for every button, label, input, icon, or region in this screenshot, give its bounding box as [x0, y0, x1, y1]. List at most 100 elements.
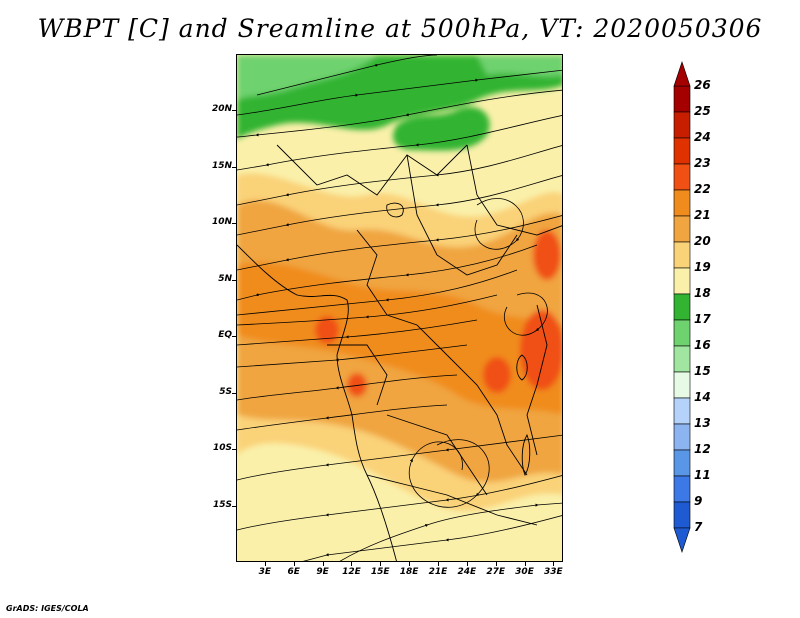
longitude-tick-label: 6E [287, 567, 300, 577]
colorbar-tick-label: 15 [694, 364, 711, 378]
longitude-tick-mark [553, 562, 555, 566]
streamline [237, 404, 448, 431]
colorbar-tick-label: 11 [694, 468, 711, 482]
streamline [237, 244, 538, 301]
colorbar-segment [673, 163, 691, 191]
colorbar-segment [673, 345, 691, 373]
wbpt-band-16-17-northeast [477, 55, 562, 77]
colorbar-segment [673, 449, 691, 477]
longitude-tick-mark [351, 562, 353, 566]
colorbar-tick-label: 7 [694, 520, 703, 534]
streamline [237, 89, 562, 138]
colorbar-tick-label: 22 [694, 182, 711, 196]
latitude-tick-mark [232, 336, 236, 338]
longitude-tick-mark [409, 562, 411, 566]
longitude-tick-mark [380, 562, 382, 566]
longitude-tick-mark [495, 562, 497, 566]
streamline [237, 215, 562, 271]
streamline [237, 175, 562, 236]
streamline [237, 115, 562, 171]
colorbar-segment [673, 397, 691, 425]
political-boundaries [237, 144, 562, 561]
streamline [237, 294, 498, 326]
border [406, 154, 518, 276]
streamline-vortex [504, 292, 548, 336]
streamline [339, 502, 562, 561]
longitude-tick-label: 9E [316, 567, 329, 577]
wbpt-hotspot-east-africa-north [533, 230, 561, 280]
colorbar-tick-label: 12 [694, 442, 711, 456]
colorbar-segment [673, 241, 691, 269]
colorbar-segment [673, 267, 691, 295]
colorbar-tick-label: 14 [694, 390, 711, 404]
latitude-tick-mark [232, 505, 236, 507]
colorbar-tick-label: 23 [694, 156, 711, 170]
longitude-tick-mark [437, 562, 439, 566]
longitude-tick-mark [524, 562, 526, 566]
wbpt-hotspot-coast [347, 373, 367, 397]
longitude-tick-mark [466, 562, 468, 566]
map-plot-area [236, 54, 563, 562]
latitude-tick-label: 10S [212, 443, 232, 454]
colorbar-tick-label: 16 [694, 338, 711, 352]
colorbar-segment [673, 293, 691, 321]
colorbar-segment [673, 423, 691, 451]
streamline [256, 55, 438, 96]
latitude-tick-mark [232, 166, 236, 168]
longitude-tick-label: 21E [428, 567, 448, 577]
colorbar-tick-label: 24 [694, 130, 711, 144]
colorbar-tick-label: 17 [694, 312, 711, 326]
latitude-tick-label: 15S [212, 499, 232, 510]
streamline [237, 319, 478, 346]
colorbar-tick-label: 18 [694, 286, 711, 300]
streamlines [237, 55, 562, 561]
longitude-tick-label: 3E [258, 567, 272, 577]
colorbar-tick-label: 26 [694, 78, 711, 92]
latitude-tick-label: 15N [211, 160, 232, 171]
latitude-tick-label: EQ [218, 330, 232, 341]
longitude-tick-label: 33E [544, 567, 563, 577]
border [276, 144, 468, 196]
colorbar-segment [673, 111, 691, 139]
streamline [237, 269, 518, 316]
longitude-tick-label: 27E [486, 567, 506, 577]
latitude-tick-mark [232, 449, 236, 451]
wbpt-hotspot-congo [483, 357, 511, 393]
colorbar-segment [673, 189, 691, 217]
wbpt-band-21-22 [237, 262, 562, 415]
colorbar-tick-label: 21 [694, 208, 711, 222]
border [466, 144, 562, 236]
border [386, 414, 488, 496]
colorbar-segment [673, 137, 691, 165]
colorbar-segment [673, 475, 691, 503]
colorbar-tick-label: 25 [694, 104, 711, 118]
streamline [237, 475, 562, 531]
latitude-tick-mark [232, 392, 236, 394]
longitude-tick-label: 18E [399, 567, 419, 577]
lake-outline [516, 354, 528, 381]
colorbar-segment [673, 215, 691, 243]
longitude-tick-mark [322, 562, 324, 566]
colorbar-tick-label: 9 [694, 494, 703, 508]
streamline [237, 434, 562, 481]
map-title: WBPT [C] and Sreamline at 500hPa, VT: 20… [37, 14, 763, 43]
latitude-tick-mark [232, 279, 236, 281]
border [366, 474, 538, 526]
border [446, 354, 528, 476]
colorbar-max-arrow [673, 61, 691, 87]
wbpt-band-16-17-north [237, 55, 377, 100]
wbpt-hotspot-east-africa [520, 310, 562, 390]
latitude-tick-label: 5S [219, 386, 232, 397]
latitude-tick-label: 5N [218, 273, 232, 284]
map-canvas [237, 55, 562, 561]
colorbar-tick-label: 13 [694, 416, 711, 430]
longitude-tick-label: 30E [515, 567, 534, 577]
wbpt-patch-green [392, 106, 490, 151]
lake-outline [521, 433, 531, 477]
colorbar-segment [673, 85, 691, 113]
lake-outline [386, 202, 404, 218]
longitude-tick-label: 15E [370, 567, 390, 577]
coastline-west-africa [237, 244, 397, 561]
streamline-vortex [474, 198, 524, 250]
streamline-vortex [409, 439, 490, 508]
